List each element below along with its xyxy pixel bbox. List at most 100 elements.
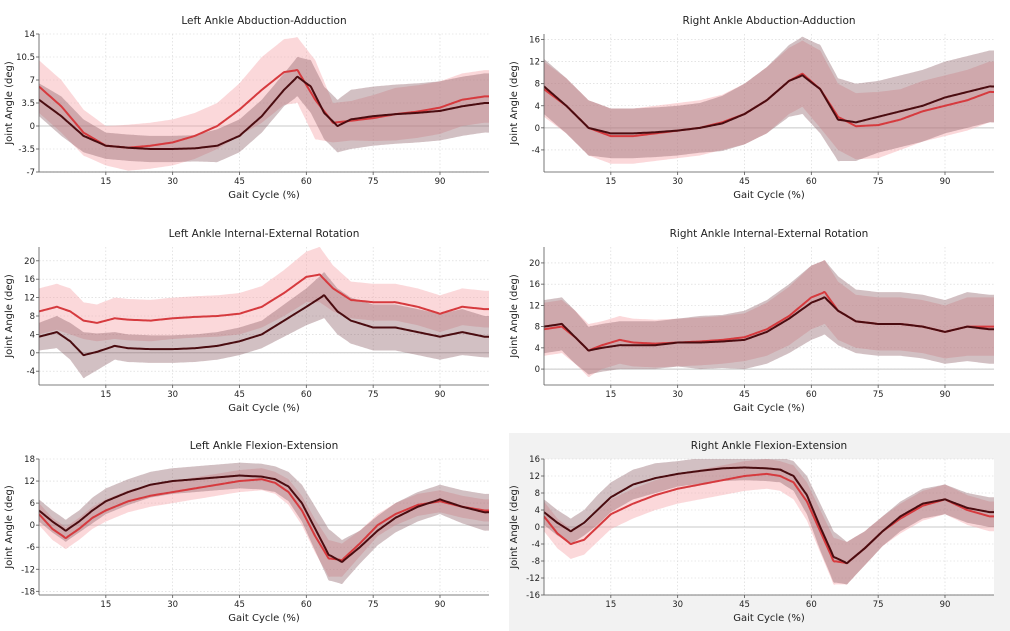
x-tick-label: 30 <box>672 177 683 187</box>
red-series-line <box>39 478 489 562</box>
x-tick-label: 15 <box>100 177 111 187</box>
plot-area <box>544 34 994 172</box>
y-tick-label: 16 <box>529 36 540 46</box>
x-tick-label: 30 <box>672 600 683 610</box>
dark-series-line <box>544 296 994 352</box>
y-tick-label: -4 <box>532 146 540 156</box>
y-tick-label: 0 <box>30 521 35 531</box>
x-axis-label: Gait Cycle (%) <box>733 403 805 414</box>
x-tick-label: 30 <box>167 390 178 400</box>
x-tick-label: 15 <box>605 177 616 187</box>
series-group <box>39 37 489 171</box>
x-axis-label: Gait Cycle (%) <box>228 190 300 201</box>
x-tick-label: 90 <box>435 390 446 400</box>
x-tick-label: 30 <box>672 390 683 400</box>
y-tick-label: 16 <box>529 280 540 290</box>
y-axis-label: Joint Angle (deg) <box>4 61 15 146</box>
chart-title: Right Ankle Abduction-Adduction <box>682 15 855 27</box>
y-tick-label: 12 <box>529 58 540 68</box>
plot-area <box>544 247 994 385</box>
x-tick-label: 15 <box>605 390 616 400</box>
red-series-line <box>544 472 994 565</box>
x-axis-label: Gait Cycle (%) <box>733 613 805 624</box>
x-tick-label: 15 <box>605 600 616 610</box>
chart-panel-right-abduction: 16 12 8 4 0 -4 15 30 45 60 75 90 Right Ankle Abducti… <box>505 8 1010 208</box>
series-group <box>39 462 489 585</box>
chart-panel-right-rotation: 20 16 12 8 4 0 15 30 45 60 75 90 Right Ankle Interna… <box>505 221 1010 421</box>
y-tick-label: 20 <box>24 257 35 267</box>
y-tick-label: -18 <box>21 587 35 597</box>
chart-right-rotation: 20 16 12 8 4 0 15 30 45 60 75 90 Right Ankle Interna… <box>509 228 994 414</box>
y-tick-label: 8 <box>30 312 35 322</box>
x-tick-label: 75 <box>368 390 379 400</box>
red-series-band <box>39 37 489 171</box>
x-tick-label: 90 <box>940 390 951 400</box>
y-tick-label: -7 <box>27 168 35 178</box>
y-tick-label: 14 <box>24 30 35 40</box>
chart-panel-right-flexion: 16 12 8 4 0 -4 -8 -12 -16 15 30 45 60 75 90 Right Ankle… <box>505 433 1010 631</box>
x-axis-label: Gait Cycle (%) <box>228 613 300 624</box>
x-tick-label: 45 <box>234 390 245 400</box>
x-tick-label: 90 <box>435 600 446 610</box>
dark-series-line <box>39 474 489 563</box>
x-tick-label: 60 <box>301 600 312 610</box>
y-tick-label: -3.5 <box>18 145 35 155</box>
y-tick-label: 0 <box>30 349 35 359</box>
chart-panel-left-abduction: 14 10.5 7 3.5 0 -3.5 -7 15 30 45 60 75 90 Left Ankle … <box>0 8 505 208</box>
dark-series-band <box>544 459 994 585</box>
y-tick-label: -8 <box>532 557 540 567</box>
dark-series-band <box>39 462 489 585</box>
chart-title: Left Ankle Abduction-Adduction <box>181 15 346 27</box>
x-tick-label: 75 <box>368 177 379 187</box>
y-tick-label: 0 <box>535 124 540 134</box>
x-axis-label: Gait Cycle (%) <box>733 190 805 201</box>
dark-series-line <box>544 74 994 135</box>
y-axis-label: Joint Angle (deg) <box>509 274 520 359</box>
y-tick-label: 0 <box>535 365 540 375</box>
chart-panel-left-rotation: 20 16 12 8 4 0 -4 15 30 45 60 75 90 Left Ankle Intern… <box>0 221 505 421</box>
y-tick-label: -4 <box>27 367 35 377</box>
y-tick-label: 18 <box>24 455 35 465</box>
y-axis-label: Joint Angle (deg) <box>509 61 520 146</box>
y-tick-label: 8 <box>535 323 540 333</box>
dark-series-band <box>39 272 489 379</box>
x-tick-label: 60 <box>806 600 817 610</box>
x-axis-label: Gait Cycle (%) <box>228 403 300 414</box>
y-tick-label: 16 <box>529 455 540 465</box>
y-tick-label: 0 <box>30 122 35 132</box>
chart-right-flexion: 16 12 8 4 0 -4 -8 -12 -16 15 30 45 60 75 90 Right Ankle… <box>509 433 1010 631</box>
x-tick-label: 75 <box>368 600 379 610</box>
x-tick-label: 15 <box>100 390 111 400</box>
chart-title: Left Ankle Flexion-Extension <box>190 440 339 452</box>
x-tick-label: 75 <box>873 177 884 187</box>
x-tick-label: 60 <box>301 177 312 187</box>
chart-title: Left Ankle Internal-External Rotation <box>169 228 360 240</box>
x-tick-label: 45 <box>234 177 245 187</box>
y-tick-label: 8 <box>535 80 540 90</box>
red-series-band <box>544 260 994 378</box>
dark-series-line <box>39 294 489 357</box>
y-tick-label: 4 <box>535 102 540 112</box>
y-axis-label: Joint Angle (deg) <box>4 485 15 570</box>
x-tick-label: 60 <box>806 390 817 400</box>
y-tick-label: 4 <box>535 344 540 354</box>
y-tick-label: 3.5 <box>21 99 35 109</box>
plot-area <box>39 459 489 595</box>
x-tick-label: 60 <box>806 177 817 187</box>
chart-right-abduction: 16 12 8 4 0 -4 15 30 45 60 75 90 Right Ankle Abducti… <box>509 15 994 201</box>
y-tick-label: 0 <box>535 523 540 533</box>
y-tick-label: -12 <box>21 565 35 575</box>
x-tick-label: 45 <box>739 390 750 400</box>
x-tick-label: 45 <box>234 600 245 610</box>
y-tick-label: 10.5 <box>16 53 35 63</box>
series-group <box>544 36 994 164</box>
y-tick-label: 16 <box>24 275 35 285</box>
y-tick-label: -16 <box>526 591 540 601</box>
x-tick-label: 75 <box>873 390 884 400</box>
y-tick-label: 12 <box>24 294 35 304</box>
x-tick-label: 75 <box>873 600 884 610</box>
y-tick-label: -4 <box>532 540 540 550</box>
y-axis-label: Joint Angle (deg) <box>509 485 520 570</box>
